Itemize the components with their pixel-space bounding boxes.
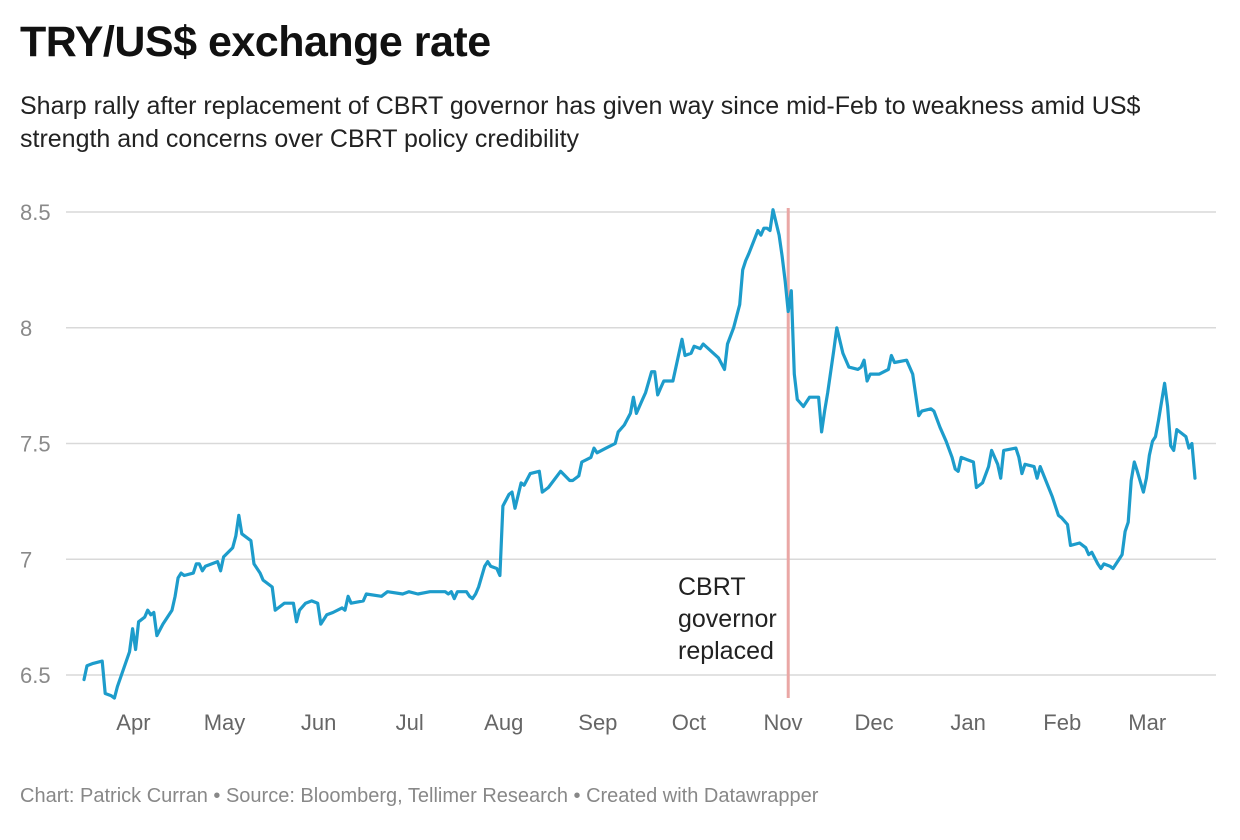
x-tick-label: Aug	[484, 710, 523, 735]
x-tick-label: Mar	[1128, 710, 1166, 735]
x-tick-label: Sep	[578, 710, 617, 735]
x-tick-label: Nov	[763, 710, 802, 735]
annotation-line: CBRT	[678, 573, 746, 601]
x-tick-label: Jul	[396, 710, 424, 735]
series-line	[82, 208, 1197, 700]
x-tick-label: Dec	[855, 710, 894, 735]
x-tick-label: Apr	[116, 710, 150, 735]
x-axis: Apr May Jun Jul Aug Sep Oct Nov Dec Jan Feb Mar	[116, 710, 1166, 735]
y-tick-label: 8	[20, 316, 32, 341]
chart-credits: Chart: Patrick Curran • Source: Bloomber…	[20, 785, 819, 807]
x-tick-label: May	[204, 710, 246, 735]
y-tick-label: 8.5	[20, 200, 51, 225]
annotation-line: governor	[678, 605, 777, 633]
annotation: CBRT governor replaced	[678, 573, 777, 665]
y-axis: 6.5 7 7.5 8 8.5	[20, 200, 51, 688]
chart-title: TRY/US$ exchange rate	[20, 18, 491, 66]
x-tick-label: Feb	[1043, 710, 1081, 735]
y-tick-label: 7	[20, 547, 32, 572]
gridlines	[66, 211, 1216, 676]
x-tick-label: Jan	[950, 710, 985, 735]
chart-subtitle: Sharp rally after replacement of CBRT go…	[20, 92, 1141, 153]
x-tick-label: Oct	[672, 710, 706, 735]
annotation-line: replaced	[678, 637, 774, 665]
x-tick-label: Jun	[301, 710, 336, 735]
series-layer	[82, 208, 1197, 700]
y-tick-label: 7.5	[20, 432, 51, 457]
y-tick-label: 6.5	[20, 663, 51, 688]
